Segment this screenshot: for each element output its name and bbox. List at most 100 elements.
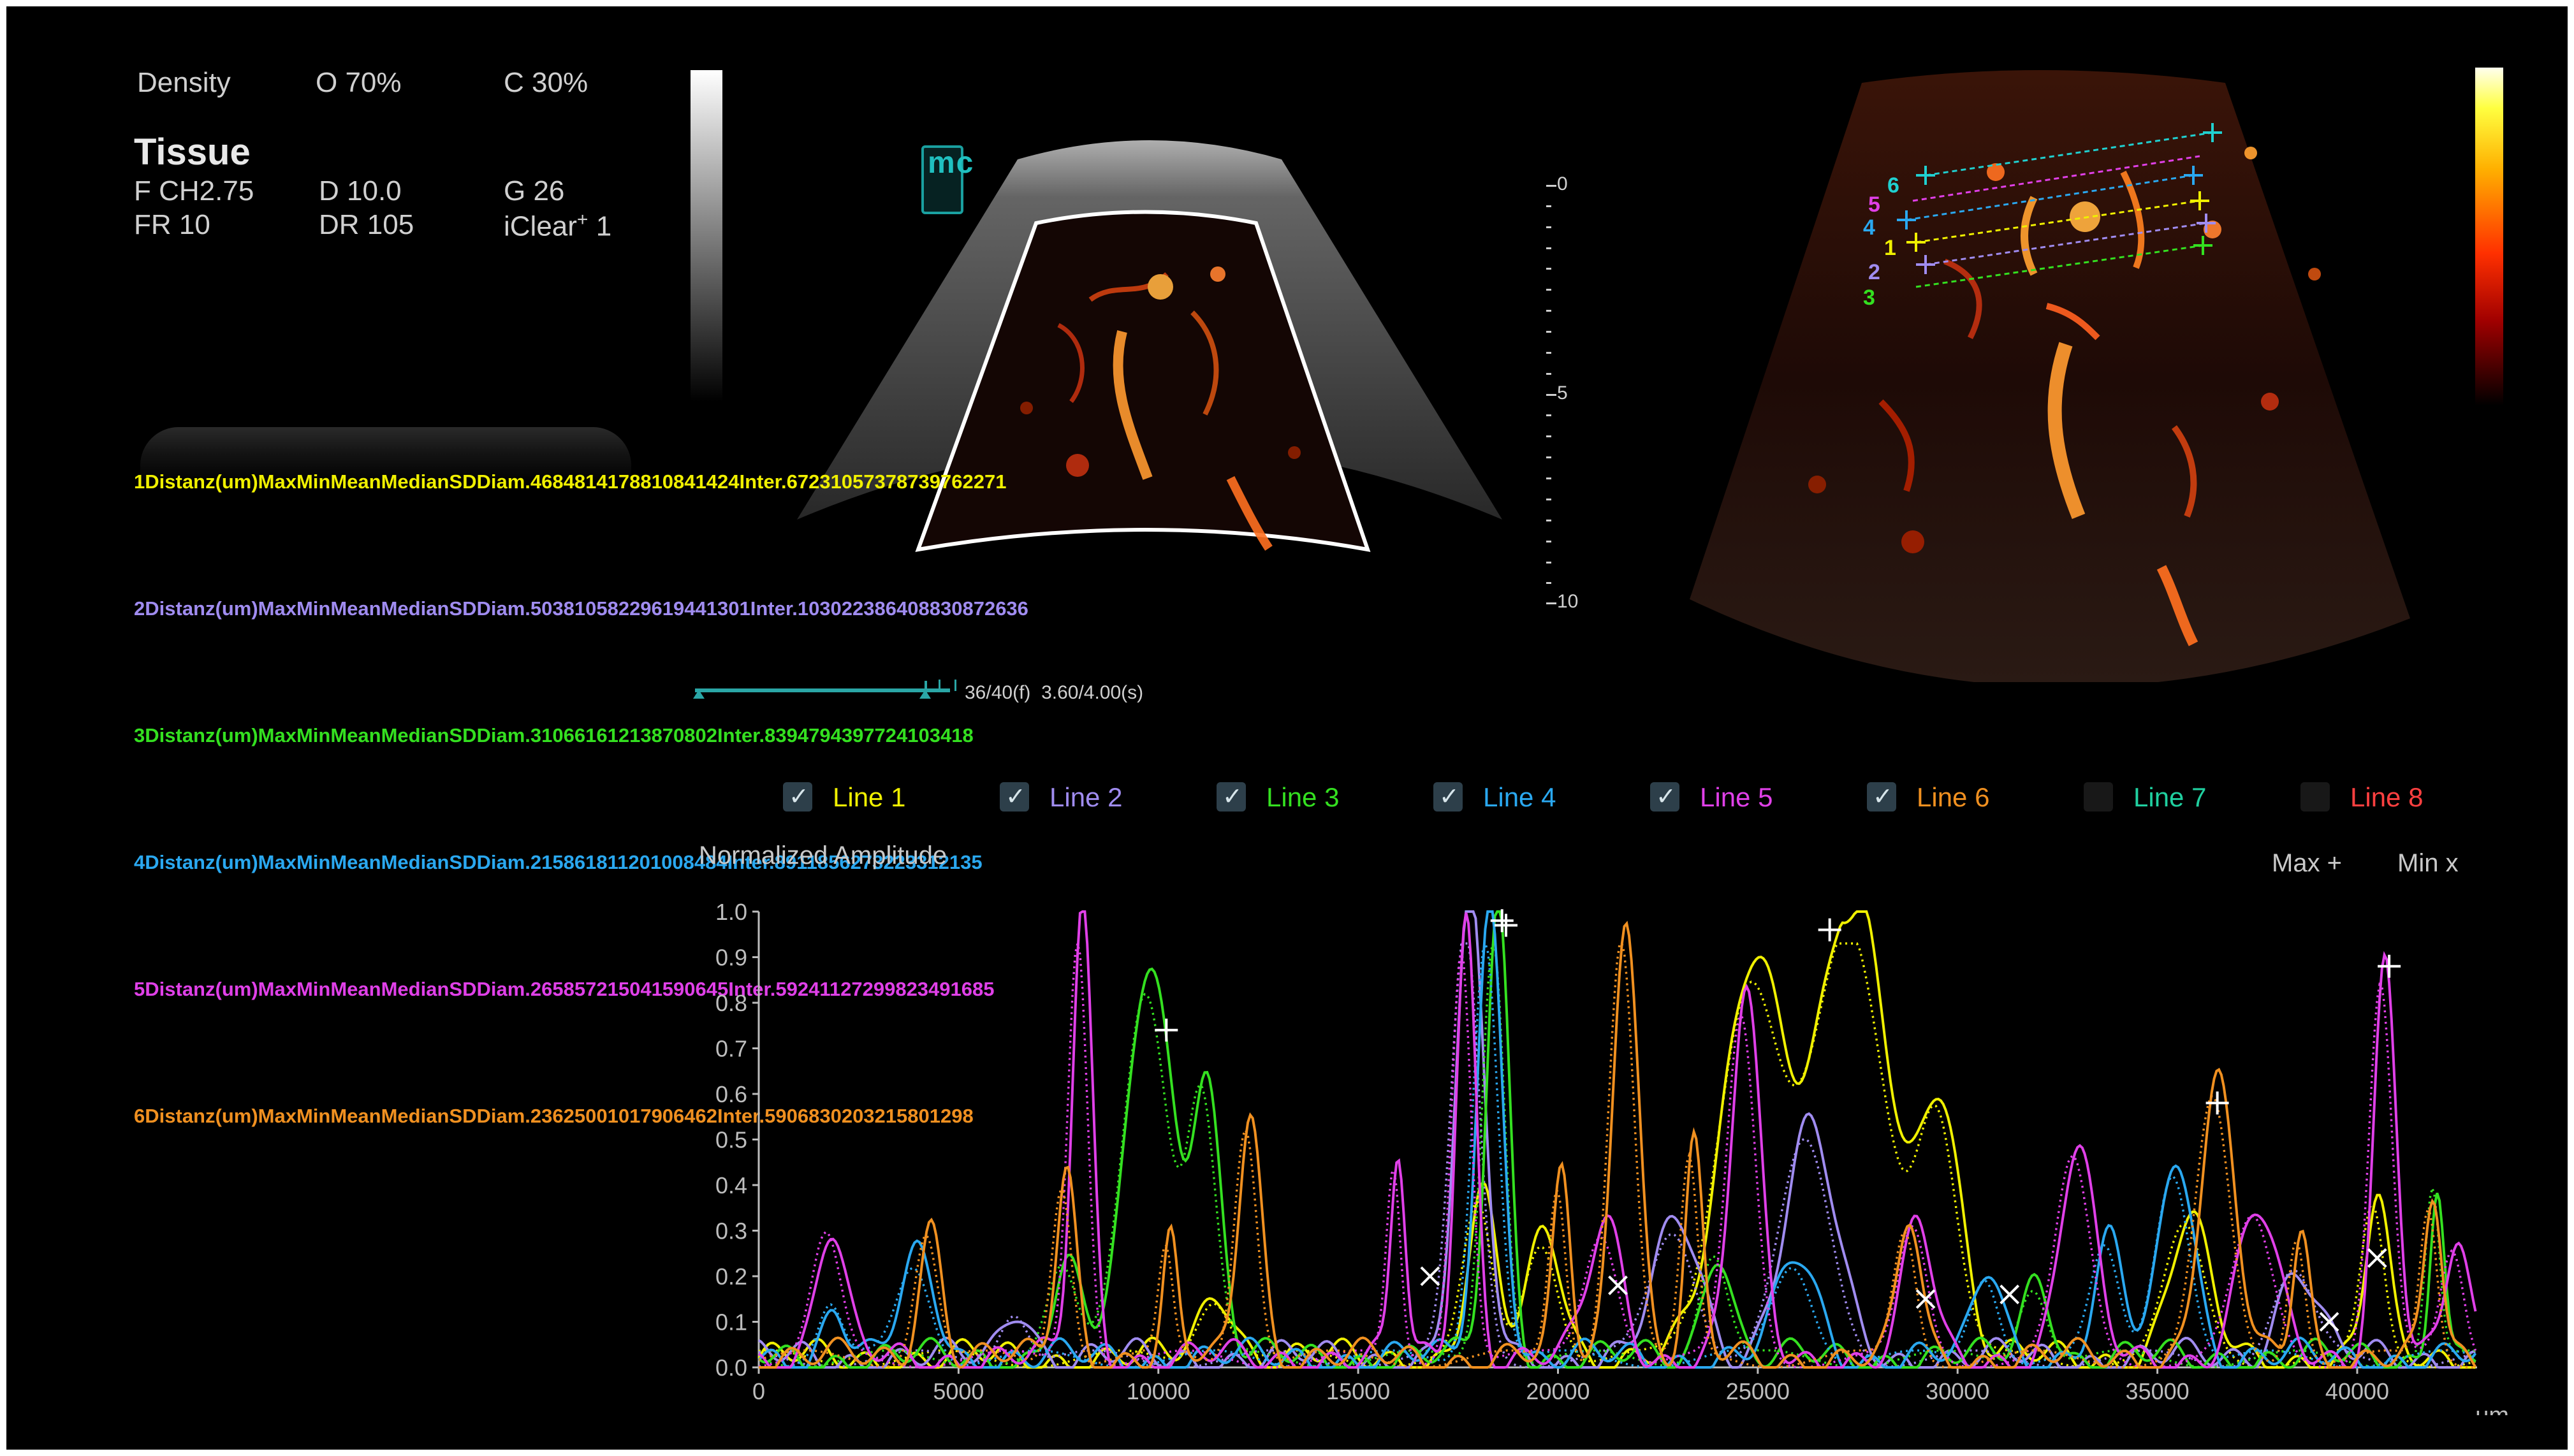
min-marker-legend: Min x: [2397, 849, 2459, 877]
stats-group-3: 3Distanz(um)MaxMinMeanMedianSDDiam.31066…: [134, 724, 974, 851]
checkmark-icon: ✓: [1656, 783, 1676, 810]
stats-column-header: Max: [258, 724, 296, 746]
stats-group-title: Distanz: [145, 851, 216, 873]
legend-label: Line 8: [2350, 782, 2424, 812]
contrast-flow-image: [1690, 70, 2410, 682]
stats-row-label: Inter.: [717, 1105, 765, 1127]
line-checkbox[interactable]: ✓: [1217, 782, 1246, 812]
stats-cell: 645: [695, 978, 729, 1000]
stats-column-header: Mean: [330, 470, 381, 493]
line-checkbox[interactable]: ✓: [1000, 782, 1029, 812]
legend-label: Line 6: [1917, 782, 1990, 812]
stats-cell: 1058: [574, 597, 618, 620]
series-line-2: [757, 910, 2476, 1369]
stats-cell: 1127: [819, 978, 863, 1000]
y-tick-label: 0.3: [715, 1218, 747, 1244]
min-marker-1: [1420, 1266, 1440, 1286]
series-line-4: [757, 910, 2477, 1369]
stats-cell: 1580: [885, 1105, 930, 1127]
chart-ylabel: Normalized Amplitude: [699, 841, 947, 870]
series-line-6: [759, 921, 2477, 1369]
stats-cell: 3976: [918, 470, 963, 493]
stats-group-unit: (um): [215, 724, 258, 746]
max-marker-6: [2205, 1091, 2229, 1115]
y-tick-label: 1.0: [715, 899, 747, 925]
stats-column-header: SD: [449, 978, 477, 1000]
stats-group-id: 3: [134, 724, 145, 746]
line-checkbox[interactable]: ✓: [1433, 782, 1463, 812]
series-line-1: [757, 910, 2476, 1369]
grayscale-bar: [691, 70, 722, 402]
legend-label: Line 7: [2133, 782, 2207, 812]
stats-cell: 1788: [607, 470, 652, 493]
stats-column-header: SD: [449, 597, 477, 620]
roi-marker-2: 2: [1868, 260, 1880, 284]
stats-group-id: 1: [134, 470, 145, 493]
c-value: C 30%: [504, 67, 589, 98]
line-checkbox[interactable]: ✓: [1650, 782, 1679, 812]
stats-column-header: Max: [258, 1105, 296, 1127]
stats-column-header: Mean: [330, 597, 381, 620]
y-tick-label: 0.8: [715, 990, 747, 1016]
y-tick-label: 0.4: [715, 1172, 747, 1198]
probe-logo-text: mc: [928, 146, 975, 180]
stats-cell: 830: [808, 1105, 842, 1127]
roi-marker-6: 6: [1887, 173, 1899, 198]
checkmark-icon: ✓: [1222, 783, 1243, 810]
stats-cell: 4088: [896, 597, 940, 620]
o-value: O 70%: [316, 67, 402, 98]
timeline-end-handle[interactable]: [939, 680, 956, 691]
stats-cell: 1301: [706, 597, 750, 620]
gain-value: G 26: [504, 175, 565, 207]
dynamic-range-value: DR 105: [319, 209, 414, 240]
stats-cell: 1120: [607, 851, 650, 873]
line-checkbox[interactable]: [2084, 782, 2113, 812]
line-checkbox[interactable]: ✓: [783, 782, 812, 812]
stats-column-header: Max: [258, 978, 296, 1000]
line-checkbox[interactable]: ✓: [1867, 782, 1896, 812]
stats-cell: 3977: [841, 724, 886, 746]
series-line-dotted-6: [758, 942, 2476, 1369]
depth-label-10: 10: [1557, 591, 1579, 612]
y-tick-label: 0.1: [715, 1309, 747, 1336]
stats-column-header: Mean: [330, 724, 381, 746]
series-line-dotted-2: [758, 942, 2476, 1369]
cine-timeline[interactable]: [695, 688, 950, 692]
checkmark-icon: ✓: [1873, 783, 1893, 810]
stats-cell: 1017: [607, 1105, 652, 1127]
stats-row-label: Diam.: [476, 978, 530, 1000]
max-marker-4: [1490, 909, 1514, 933]
line-checkbox[interactable]: [2300, 782, 2330, 812]
y-tick-label: 0.9: [715, 945, 747, 971]
series-line-3: [757, 910, 2476, 1369]
timeline-cursor[interactable]: [925, 681, 927, 699]
stats-row-label: Inter.: [728, 978, 776, 1000]
stats-column-header: Median: [381, 597, 450, 620]
stats-cell: 2658: [530, 978, 574, 1000]
x-tick-label: 25000: [1726, 1378, 1790, 1404]
y-tick-label: 0.6: [715, 1081, 747, 1107]
stats-cell: 2296: [618, 597, 662, 620]
y-tick-label: 0.5: [715, 1127, 747, 1153]
max-marker-5: [2378, 954, 2401, 978]
max-marker-legend: Max +: [2272, 849, 2343, 877]
stats-group-4: 4Distanz(um)MaxMinMeanMedianSDDiam.21586…: [134, 851, 983, 978]
stats-panel: [140, 427, 631, 1256]
stats-cell: 6723: [786, 470, 831, 493]
stats-group-title: Distanz: [145, 978, 216, 1000]
stats-cell: 500: [574, 1105, 608, 1127]
stats-cell: 8394: [764, 724, 809, 746]
min-marker-5: [2319, 1312, 2339, 1332]
stats-cell: 1590: [651, 978, 696, 1000]
stats-cell: 814: [574, 470, 608, 493]
timeline-start-handle[interactable]: [693, 690, 705, 699]
stats-row-label: Diam.: [476, 851, 530, 873]
stats-cell: 802: [684, 724, 718, 746]
stats-column-header: Median: [381, 724, 450, 746]
stats-group-unit: (um): [215, 470, 258, 493]
stats-column-header: Max: [258, 597, 296, 620]
probe-logo: mc: [921, 145, 973, 214]
x-tick-label: 40000: [2325, 1378, 2389, 1404]
stats-cell: 856: [817, 851, 851, 873]
legend-label: Line 3: [1266, 782, 1340, 812]
